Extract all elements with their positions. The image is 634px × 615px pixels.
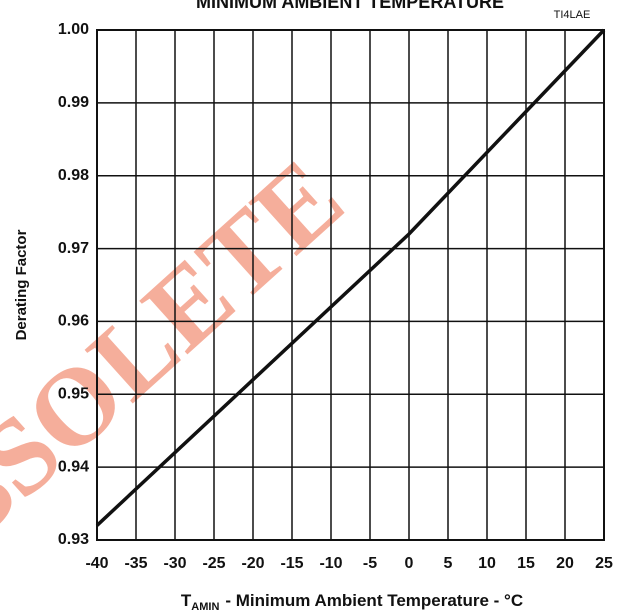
x-label-text: - Minimum Ambient Temperature - °C [225, 591, 523, 610]
x-tick-label: -5 [363, 555, 377, 572]
y-tick-label: 1.00 [58, 21, 89, 38]
x-tick-label: -10 [319, 555, 342, 572]
x-tick-label: -15 [280, 555, 303, 572]
x-label-subscript: AMIN [191, 601, 219, 613]
plot-frame [96, 29, 605, 541]
y-tick-label: 0.98 [58, 167, 89, 184]
x-tick-label: -40 [85, 555, 108, 572]
y-tick-label: 0.94 [58, 458, 89, 475]
chart-title: MINIMUM AMBIENT TEMPERATURE [196, 0, 504, 12]
x-tick-label: -25 [202, 555, 225, 572]
x-tick-label: 20 [556, 555, 574, 572]
x-tick-label: 10 [478, 555, 496, 572]
annotation: TI4LAE [554, 9, 591, 21]
y-tick-label: 0.99 [58, 94, 89, 111]
y-tick-label: 0.95 [58, 386, 89, 403]
x-tick-label: 25 [595, 555, 613, 572]
data-line [95, 28, 606, 527]
x-tick-label: -20 [241, 555, 264, 572]
x-tick-label: 0 [405, 555, 414, 572]
watermark: OBSOLETE [0, 135, 366, 615]
x-tick-label: 5 [444, 555, 453, 572]
y-axis-label: Derating Factor [13, 229, 30, 340]
x-tick-label: 15 [517, 555, 535, 572]
x-axis-label: TAMIN - Minimum Ambient Temperature - °C [181, 591, 523, 612]
x-label-symbol: T [181, 591, 192, 610]
y-tick-label: 0.97 [58, 240, 89, 257]
y-tick-label: 0.96 [58, 313, 89, 330]
y-tick-label: 0.93 [58, 531, 89, 548]
x-tick-label: -35 [124, 555, 147, 572]
x-tick-label: -30 [163, 555, 186, 572]
